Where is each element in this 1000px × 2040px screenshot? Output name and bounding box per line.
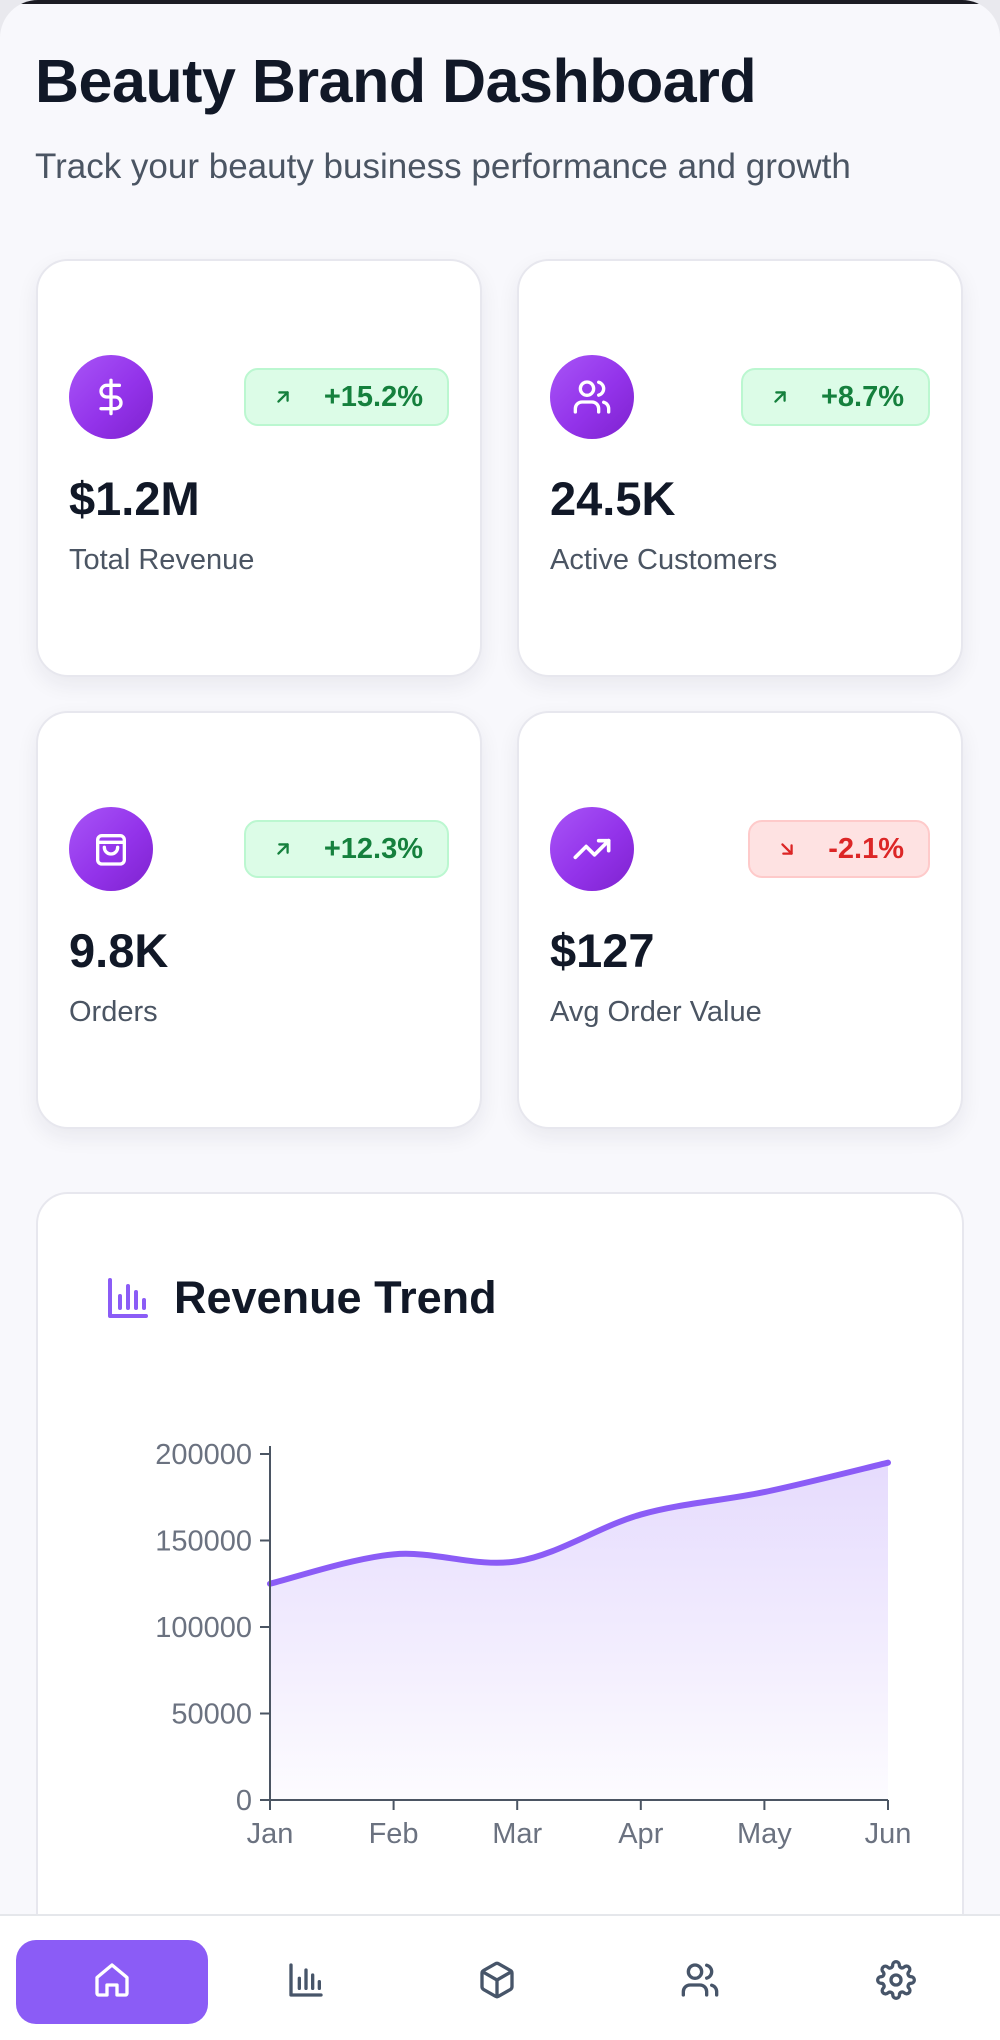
dollar-icon	[69, 355, 153, 439]
settings-icon	[876, 1959, 916, 2005]
revenue-area-fill	[270, 1462, 888, 1800]
x-tick-label: May	[737, 1818, 792, 1850]
stat-label: Total Revenue	[69, 544, 255, 576]
y-tick-label: 0	[236, 1785, 252, 1817]
page-subtitle: Track your beauty business performance a…	[35, 147, 851, 186]
trending-up-icon	[550, 807, 634, 891]
y-tick-label: 200000	[155, 1439, 252, 1471]
shopping-bag-icon	[69, 807, 153, 891]
stat-value: $1.2M	[69, 472, 200, 525]
users-icon	[680, 1960, 720, 2005]
stat-card-active-customers[interactable]: +8.7% 24.5K Active Customers	[517, 259, 963, 677]
nav-settings[interactable]	[800, 1940, 992, 2024]
stat-label: Avg Order Value	[550, 996, 762, 1028]
trend-badge: -2.1%	[748, 820, 930, 878]
stat-value: 9.8K	[69, 924, 169, 977]
stat-card-orders[interactable]: +12.3% 9.8K Orders	[36, 711, 482, 1129]
bar-chart-icon	[104, 1274, 152, 1327]
status-edge	[0, 0, 1000, 4]
stat-value: $127	[550, 924, 655, 977]
nav-analytics[interactable]	[210, 1940, 402, 2024]
home-icon	[92, 1960, 132, 2005]
x-tick-label: Jan	[247, 1818, 294, 1850]
revenue-trend-chart: 0 50000 100000 150000 200000 Jan Feb Mar Apr May J…	[155, 1439, 912, 1850]
bar-chart-icon	[286, 1960, 326, 2005]
revenue-trend-card: Revenue Trend 0 50000 100000 150000 200000 Ja…	[36, 1192, 964, 1952]
users-icon	[550, 355, 634, 439]
trend-value: -2.1%	[828, 832, 904, 865]
x-tick-label: Apr	[618, 1818, 663, 1850]
arrow-up-right-icon	[769, 386, 791, 408]
y-tick-label: 100000	[155, 1612, 252, 1644]
x-tick-label: Jun	[865, 1818, 912, 1850]
stat-label: Active Customers	[550, 544, 778, 576]
trend-badge: +8.7%	[740, 368, 930, 426]
trend-badge: +15.2%	[243, 368, 449, 426]
x-tick-label: Feb	[369, 1818, 419, 1850]
trend-value: +8.7%	[820, 380, 904, 413]
revenue-line	[267, 1459, 891, 1587]
trend-value: +15.2%	[323, 380, 423, 413]
nav-customers[interactable]	[604, 1940, 796, 2024]
stat-card-avg-order-value[interactable]: -2.1% $127 Avg Order Value	[517, 711, 963, 1129]
page-title: Beauty Brand Dashboard	[35, 47, 757, 115]
chart-title: Revenue Trend	[174, 1272, 497, 1323]
x-tick-label: Mar	[492, 1818, 542, 1850]
arrow-up-right-icon	[272, 386, 294, 408]
stat-label: Orders	[69, 996, 158, 1028]
arrow-down-right-icon	[776, 838, 798, 860]
trend-value: +12.3%	[323, 832, 423, 865]
box-icon	[477, 1960, 517, 2005]
stat-value: 24.5K	[550, 472, 676, 525]
y-tick-label: 150000	[155, 1526, 252, 1558]
trend-badge: +12.3%	[243, 820, 449, 878]
arrow-up-right-icon	[272, 838, 294, 860]
nav-products[interactable]	[401, 1940, 593, 2024]
bottom-nav	[0, 1914, 1000, 2040]
y-tick-label: 50000	[171, 1699, 252, 1731]
stat-card-total-revenue[interactable]: +15.2% $1.2M Total Revenue	[36, 259, 482, 677]
nav-home[interactable]	[16, 1940, 208, 2024]
